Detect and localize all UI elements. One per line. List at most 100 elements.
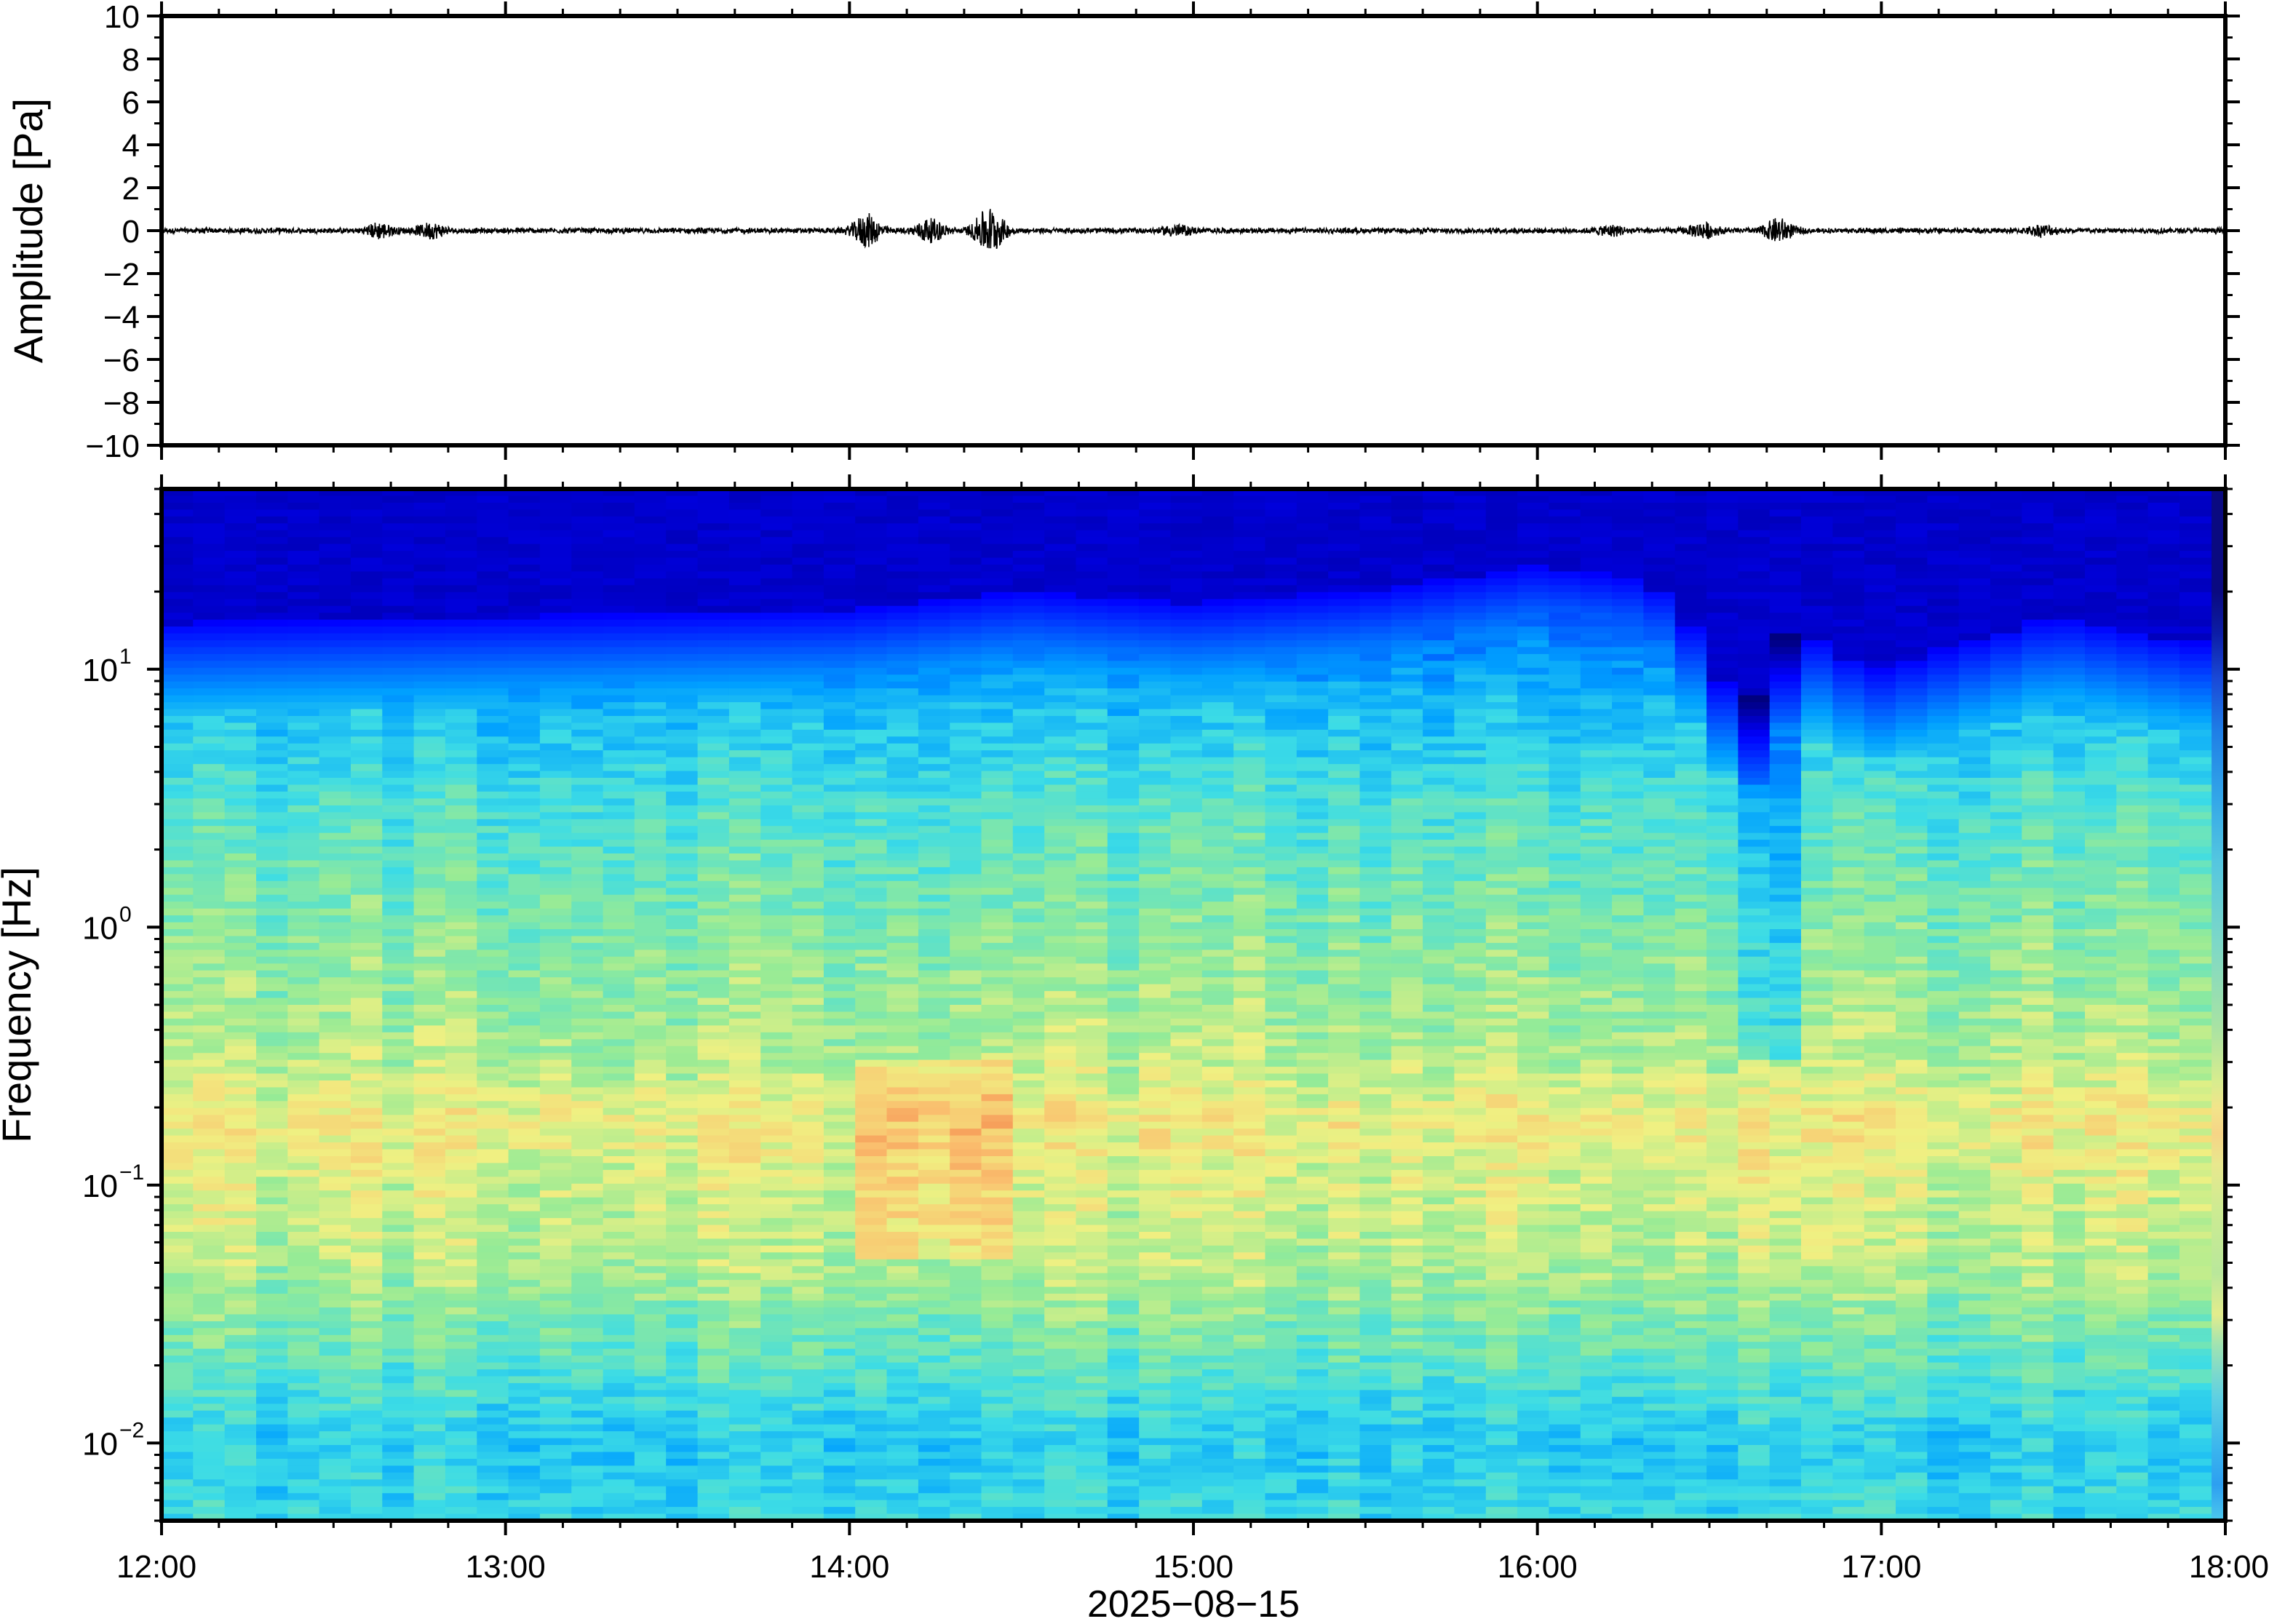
spectrogram-cell xyxy=(950,702,982,710)
spectrogram-cell xyxy=(981,1039,1014,1047)
spectrogram-cell xyxy=(760,1452,793,1460)
spectrogram-cell xyxy=(1012,1135,1045,1143)
spectrogram-cell xyxy=(539,1046,572,1054)
spectrogram-cell xyxy=(603,1218,635,1226)
spectrogram-cell xyxy=(477,1452,509,1460)
spectrogram-cell xyxy=(1139,565,1172,573)
spectrogram-cell xyxy=(256,1321,289,1329)
spectrogram-cell xyxy=(603,1286,635,1294)
spectrogram-cell xyxy=(666,653,699,662)
spectrogram-cell xyxy=(886,489,919,497)
spectrogram-cell xyxy=(760,1032,793,1040)
spectrogram-cell xyxy=(445,880,477,889)
spectrogram-cell xyxy=(1076,1080,1108,1088)
spectrogram-column xyxy=(1076,489,1108,1521)
spectrogram-cell xyxy=(1107,1197,1140,1205)
spectrogram-cell xyxy=(413,688,446,696)
spectrogram-cell xyxy=(477,901,509,909)
spectrogram-cell xyxy=(382,1135,415,1143)
spectrogram-cell xyxy=(728,667,761,676)
spectrogram-cell xyxy=(224,963,257,971)
spectrogram-cell xyxy=(728,716,761,724)
spectrogram-cell xyxy=(162,674,194,682)
spectrogram-cell xyxy=(666,1115,699,1123)
spectrogram-cell xyxy=(193,530,226,538)
spectrogram-cell xyxy=(351,1348,384,1356)
spectrogram-cell xyxy=(603,1328,635,1336)
spectrogram-cell xyxy=(855,1417,888,1425)
spectrogram-cell xyxy=(508,1348,541,1356)
spectrogram-cell xyxy=(193,523,226,531)
spectrogram-cell xyxy=(571,619,604,627)
spectrogram-cell xyxy=(539,709,572,717)
spectrogram-cell xyxy=(477,840,509,848)
spectrogram-cell xyxy=(539,1382,572,1391)
spectrogram-cell xyxy=(792,523,824,531)
spectrogram-cell xyxy=(981,1067,1014,1075)
spectrogram-cell xyxy=(855,1356,888,1364)
spectrogram-cell xyxy=(162,585,194,593)
spectrogram-cell xyxy=(571,1107,604,1116)
spectrogram-cell xyxy=(445,1507,477,1515)
spectrogram-cell xyxy=(1044,585,1077,593)
spectrogram-cell xyxy=(918,578,950,586)
spectrogram-cell xyxy=(603,516,635,525)
spectrogram-cell xyxy=(697,1348,730,1356)
spectrogram-cell xyxy=(351,1362,384,1370)
spectrogram-cell xyxy=(319,998,351,1006)
spectrogram-cell xyxy=(319,963,351,971)
spectrogram-cell xyxy=(413,626,446,634)
spectrogram-cell xyxy=(634,716,667,724)
spectrogram-cell xyxy=(477,853,509,861)
spectrogram-cell xyxy=(445,1445,477,1453)
spectrogram-cell xyxy=(319,805,351,813)
spectrogram-cell xyxy=(319,571,351,579)
spectrogram-cell xyxy=(697,812,730,820)
spectrogram-cell xyxy=(319,516,351,525)
spectrogram-cell xyxy=(1139,1018,1172,1027)
spectrogram-cell xyxy=(1012,963,1045,971)
spectrogram-cell xyxy=(634,977,667,985)
spectrogram-cell xyxy=(351,1382,384,1391)
spectrogram-cell xyxy=(918,1053,950,1061)
spectrogram-cell xyxy=(162,984,194,992)
spectrogram-cell xyxy=(1076,1300,1108,1308)
spectrogram-cell xyxy=(666,688,699,696)
spectrogram-cell xyxy=(287,956,320,965)
spectrogram-cell xyxy=(603,605,635,613)
spectrogram-cell xyxy=(950,523,982,531)
spectrogram-cell xyxy=(792,599,824,607)
spectrogram-cell xyxy=(634,1280,667,1288)
spectrogram-cell xyxy=(1076,1286,1108,1294)
spectrogram-cell xyxy=(1012,743,1045,752)
spectrogram-cell xyxy=(760,1183,793,1192)
spectrogram-cell xyxy=(1012,942,1045,951)
spectrogram-cell xyxy=(1012,1465,1045,1473)
spectrogram-cell xyxy=(477,922,509,930)
spectrogram-cell xyxy=(413,495,446,503)
spectrogram-cell xyxy=(1076,681,1108,689)
spectrogram-cell xyxy=(886,1328,919,1336)
spectrogram-cell xyxy=(1076,605,1108,613)
spectrogram-cell xyxy=(287,702,320,710)
spectrogram-cell xyxy=(508,544,541,552)
spectrogram-cell xyxy=(351,592,384,600)
spectrogram-cell xyxy=(1044,565,1077,573)
spectrogram-cell xyxy=(697,1211,730,1219)
spectrogram-cell xyxy=(162,1445,194,1453)
spectrogram-cell xyxy=(855,509,888,517)
spectrogram-cell xyxy=(351,963,384,971)
spectrogram-cell xyxy=(445,860,477,868)
spectrogram-cell xyxy=(351,729,384,738)
spectrogram-cell xyxy=(950,1039,982,1047)
spectrogram-cell xyxy=(760,544,793,552)
spectrogram-cell xyxy=(918,640,950,648)
spectrogram-cell xyxy=(162,565,194,573)
spectrogram-cell xyxy=(224,502,257,511)
spectrogram-cell xyxy=(603,1183,635,1192)
spectrogram-cell xyxy=(413,908,446,916)
spectrogram-cell xyxy=(1170,613,1203,621)
spectrogram-cell xyxy=(603,832,635,840)
spectrogram-cell xyxy=(603,613,635,621)
spectrogram-cell xyxy=(918,1245,950,1254)
